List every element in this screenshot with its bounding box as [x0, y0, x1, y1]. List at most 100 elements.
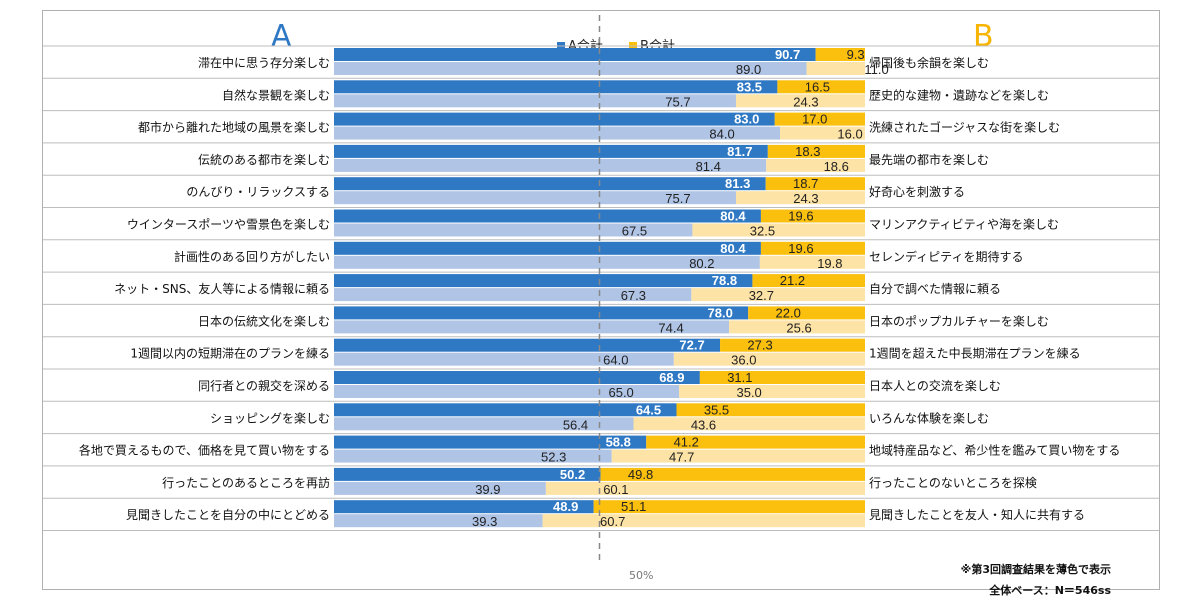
note-previous-survey: ※第3回調査結果を薄色で表示 [960, 563, 1111, 576]
data-label-b-previous: 35.0 [736, 385, 761, 400]
bar-a-current [334, 144, 768, 158]
row-label-b: 帰国後も余韻を楽しむ [869, 55, 989, 70]
row-label-a: 同行者との親交を深める [198, 378, 330, 393]
row-label-a: 1週間以内の短期滞在のプランを練る [130, 347, 330, 361]
data-label-a-current: 78.0 [708, 305, 733, 320]
bar-b-previous [673, 352, 865, 366]
data-label-b-current: 35.5 [704, 402, 729, 417]
bar-a-current [334, 306, 749, 320]
data-label-a-current: 48.9 [553, 499, 578, 514]
bar-a-current [334, 48, 816, 61]
data-label-b-current: 21.2 [780, 273, 805, 288]
bar-a-current [334, 500, 594, 514]
bar-b-previous [691, 288, 865, 302]
data-label-b-previous: 60.1 [603, 482, 628, 497]
data-label-a-previous: 80.2 [689, 256, 714, 271]
bar-a-previous [334, 449, 612, 463]
data-label-a-current: 83.0 [734, 112, 759, 127]
bar-a-current [334, 371, 700, 384]
bar-a-previous [334, 223, 693, 237]
bar-a-previous [334, 126, 781, 140]
bar-a-current [334, 209, 761, 223]
bar-a-current [334, 241, 761, 255]
row-label-a: 滞在中に思う存分楽しむ [198, 55, 330, 70]
bar-b-current [699, 371, 865, 384]
row-label-a: 都市から離れた地域の風景を楽しむ [138, 120, 330, 135]
data-label-a-previous: 65.0 [608, 385, 633, 400]
bar-a-current [334, 467, 601, 481]
data-label-a-current: 68.9 [659, 370, 684, 385]
bar-a-current [334, 112, 775, 126]
row-label-b: マリンアクティビティや海を楽しむ [869, 217, 1059, 232]
bar-a-previous [334, 94, 736, 108]
bar-b-previous [692, 223, 865, 237]
bar-a-previous [334, 352, 674, 366]
bar-a-previous [334, 158, 767, 172]
row-label-a: 行ったことのあるところを再訪 [162, 475, 330, 490]
bar-b-previous [542, 514, 865, 528]
row-label-a: 日本の伝統文化を楽しむ [198, 313, 330, 328]
data-label-b-previous: 16.0 [837, 127, 862, 142]
bar-b-current [646, 435, 865, 449]
row-label-a: 計画性のある回り方がしたい [174, 249, 330, 264]
bar-b-current [760, 209, 865, 223]
row-label-a: ネット・SNS、友人等による情報に頼る [114, 282, 330, 296]
data-label-b-previous: 11.0 [864, 62, 888, 77]
bar-b-current [765, 177, 865, 191]
row-label-a: 自然な景観を楽しむ [222, 87, 330, 102]
bar-a-current [334, 274, 753, 288]
row-label-a: 各地で買えるもので、価格を見て買い物をする [79, 443, 330, 458]
bar-b-current [774, 112, 865, 126]
bar-b-current [593, 500, 865, 514]
data-label-a-previous: 89.0 [736, 62, 761, 77]
bar-b-previous [729, 320, 865, 334]
bar-b-current [767, 144, 865, 158]
data-label-b-previous: 24.3 [793, 191, 818, 206]
row-label-b: 最先端の都市を楽しむ [869, 152, 989, 167]
data-label-b-previous: 43.6 [691, 417, 716, 432]
bar-b-current [752, 274, 865, 288]
bar-b-previous [806, 62, 865, 75]
row-label-b: 歴史的な建物・遺跡などを楽しむ [869, 87, 1049, 102]
data-label-a-previous: 67.3 [621, 288, 646, 303]
row-label-b: 見聞きしたことを友人・知人に共有する [869, 508, 1085, 522]
bar-b-previous [735, 191, 865, 205]
row-label-b: 1週間を超えた中長期滞在プランを練る [869, 346, 1081, 361]
bar-a-previous [334, 320, 730, 334]
data-label-b-current: 19.6 [788, 241, 813, 256]
data-label-a-previous: 74.4 [658, 320, 683, 335]
data-label-a-previous: 64.0 [603, 353, 628, 368]
bar-b-current [760, 241, 865, 255]
bar-a-previous [334, 417, 634, 431]
data-label-a-current: 81.7 [727, 144, 752, 159]
chart-frame: A B A合計 B合計 90.79.389.011.0滞在中に思う存分楽しむ帰国… [42, 10, 1160, 597]
data-label-a-previous: 67.5 [622, 224, 647, 239]
row-label-a: 伝統のある都市を楽しむ [198, 152, 330, 167]
data-label-a-current: 90.7 [775, 47, 800, 62]
data-label-a-current: 72.7 [679, 338, 704, 353]
bar-b-previous [611, 449, 865, 463]
data-label-b-current: 17.0 [802, 112, 827, 127]
data-label-a-current: 81.3 [725, 176, 750, 191]
row-label-b: 日本のポップカルチャーを楽しむ [869, 314, 1049, 328]
bar-a-current [334, 80, 778, 94]
data-label-a-current: 64.5 [636, 402, 661, 417]
data-label-a-current: 50.2 [560, 467, 585, 482]
data-label-b-current: 9.3 [847, 47, 865, 62]
data-label-b-previous: 47.7 [669, 450, 694, 465]
bar-b-current [748, 306, 865, 320]
note-sample-base: 全体ベース：N＝546ss [989, 584, 1111, 597]
bar-a-previous [334, 288, 692, 302]
row-label-a: 見聞きしたことを自分の中にとどめる [126, 507, 330, 522]
data-label-b-current: 18.7 [793, 176, 818, 191]
data-label-a-current: 80.4 [720, 241, 746, 256]
row-label-b: 行ったことのないところを探検 [869, 476, 1037, 490]
bar-b-previous [679, 385, 865, 398]
bar-a-previous [334, 255, 760, 269]
bar-b-previous [780, 126, 865, 140]
data-label-b-previous: 24.3 [793, 94, 818, 109]
bar-b-current [777, 80, 865, 94]
bar-b-current [600, 467, 865, 481]
axis-midpoint-label: 50% [629, 569, 654, 582]
data-label-b-previous: 32.7 [749, 288, 774, 303]
